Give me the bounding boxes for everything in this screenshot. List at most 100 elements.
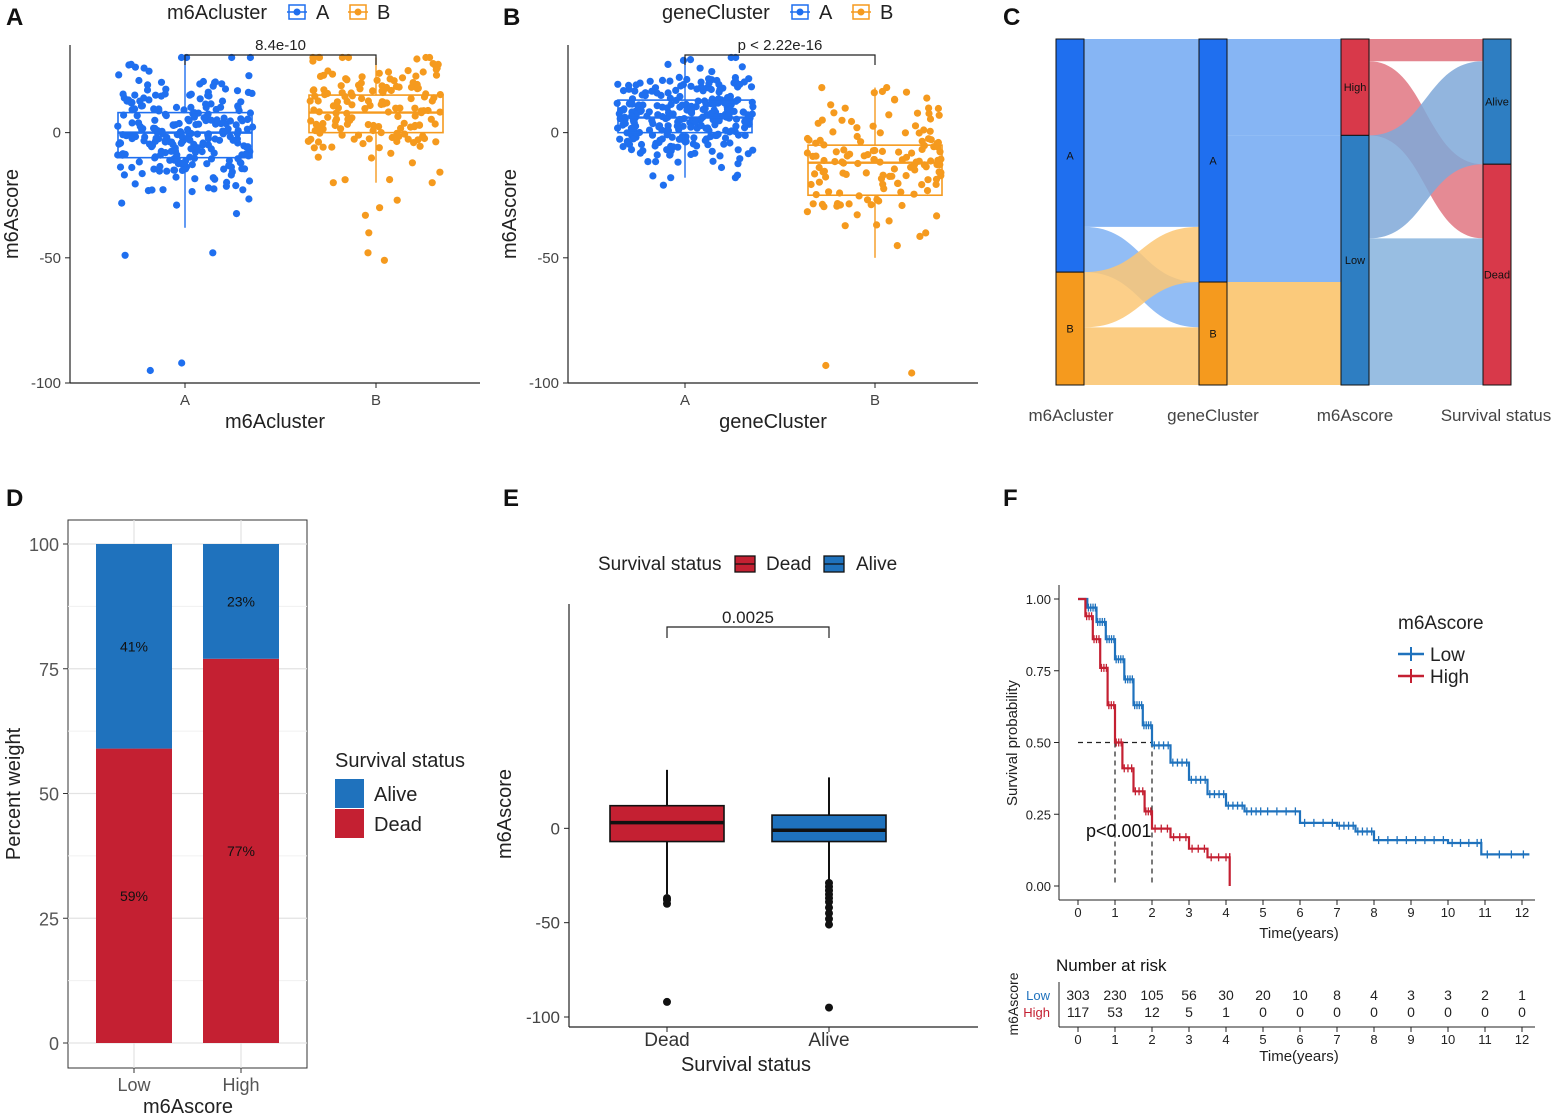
sankey-node-alive bbox=[1482, 38, 1512, 165]
x-tick-label: 10 bbox=[1441, 905, 1455, 920]
data-point bbox=[916, 232, 924, 240]
data-point bbox=[432, 138, 440, 146]
data-point bbox=[188, 188, 196, 196]
data-point bbox=[845, 200, 853, 208]
data-point bbox=[218, 97, 227, 105]
y-tick-label: 75 bbox=[39, 660, 59, 680]
data-point bbox=[159, 186, 167, 194]
x-axis-title: m6Acluster bbox=[225, 411, 325, 433]
sankey-node-dead bbox=[1482, 163, 1512, 386]
data-point bbox=[422, 90, 430, 98]
data-point bbox=[895, 148, 903, 156]
outlier-point bbox=[825, 914, 833, 923]
data-point bbox=[202, 100, 210, 108]
data-point bbox=[217, 103, 225, 111]
x-tick-label: 3 bbox=[1185, 905, 1192, 920]
data-point bbox=[731, 74, 740, 82]
legend-key-dot bbox=[796, 8, 804, 16]
data-point bbox=[135, 158, 143, 166]
sankey-node-b bbox=[1055, 271, 1085, 386]
data-point bbox=[934, 104, 943, 113]
outlier-point bbox=[209, 249, 217, 257]
x-axis-title: Survival status bbox=[681, 1054, 811, 1076]
data-point bbox=[213, 116, 221, 124]
data-point bbox=[228, 53, 236, 62]
data-point bbox=[237, 115, 245, 123]
data-point bbox=[128, 106, 136, 114]
risk-table-title: Number at risk bbox=[1056, 956, 1167, 975]
data-point bbox=[204, 141, 212, 149]
data-point bbox=[190, 140, 198, 148]
data-point bbox=[172, 173, 180, 181]
data-point bbox=[697, 78, 705, 86]
y-tick-label: 100 bbox=[29, 535, 59, 555]
data-point bbox=[411, 104, 419, 112]
outlier-point bbox=[825, 903, 833, 912]
data-point bbox=[157, 147, 165, 155]
data-point bbox=[244, 88, 252, 96]
data-point bbox=[341, 176, 349, 184]
data-point bbox=[691, 118, 700, 126]
x-tick-label: 5 bbox=[1259, 1032, 1266, 1047]
sankey-node-label: Low bbox=[1345, 255, 1365, 267]
data-point bbox=[413, 55, 421, 63]
p-value-label: p<0.001 bbox=[1086, 821, 1152, 841]
data-point bbox=[137, 102, 145, 110]
data-point bbox=[694, 97, 702, 105]
data-point bbox=[203, 160, 211, 168]
data-point bbox=[902, 172, 910, 180]
data-point bbox=[863, 196, 872, 204]
data-point bbox=[652, 158, 660, 166]
x-tick-label: 0 bbox=[1074, 1032, 1081, 1047]
risk-table-count: 0 bbox=[1518, 1004, 1526, 1020]
data-point bbox=[416, 142, 424, 150]
data-point bbox=[309, 57, 317, 65]
outlier-point bbox=[659, 181, 668, 189]
data-point bbox=[243, 115, 252, 124]
outlier-point bbox=[663, 997, 671, 1006]
data-point bbox=[664, 89, 672, 97]
data-point bbox=[683, 75, 691, 84]
legend-entry: Dead bbox=[374, 814, 422, 836]
outlier-point bbox=[376, 204, 384, 212]
risk-table-count: 10 bbox=[1292, 987, 1308, 1003]
panel-letter-a: A bbox=[6, 4, 23, 31]
data-point bbox=[378, 98, 386, 106]
sankey-axis-label: Survival status bbox=[1441, 406, 1552, 425]
risk-table-count: 0 bbox=[1333, 1004, 1341, 1020]
data-point bbox=[240, 165, 249, 173]
data-point bbox=[166, 156, 174, 164]
data-point bbox=[239, 186, 247, 194]
data-point bbox=[867, 201, 875, 209]
outlier-point bbox=[364, 249, 372, 257]
data-point bbox=[709, 157, 717, 165]
data-point bbox=[630, 119, 638, 127]
data-point bbox=[190, 113, 198, 121]
data-point bbox=[637, 106, 645, 115]
data-point bbox=[355, 81, 363, 89]
legend-key-alive bbox=[335, 779, 364, 808]
data-point bbox=[412, 72, 420, 80]
data-point bbox=[636, 79, 644, 87]
data-point bbox=[871, 146, 879, 155]
data-point bbox=[720, 99, 729, 107]
data-point bbox=[211, 135, 219, 143]
p-value-label: p < 2.22e-16 bbox=[738, 37, 823, 54]
data-point bbox=[152, 134, 160, 142]
data-point bbox=[935, 111, 943, 119]
data-point bbox=[211, 175, 219, 183]
data-point bbox=[333, 98, 341, 106]
data-point bbox=[726, 139, 734, 147]
data-point bbox=[344, 53, 353, 62]
data-point bbox=[369, 121, 378, 130]
data-point bbox=[708, 68, 716, 76]
legend-entry: Dead bbox=[766, 554, 811, 575]
data-point bbox=[924, 176, 932, 184]
data-point bbox=[627, 146, 636, 154]
legend-entry: B bbox=[377, 2, 390, 24]
data-point bbox=[119, 90, 127, 98]
data-point bbox=[169, 121, 177, 129]
data-point bbox=[196, 95, 204, 103]
legend-entry: A bbox=[316, 2, 330, 24]
data-point bbox=[229, 136, 237, 144]
